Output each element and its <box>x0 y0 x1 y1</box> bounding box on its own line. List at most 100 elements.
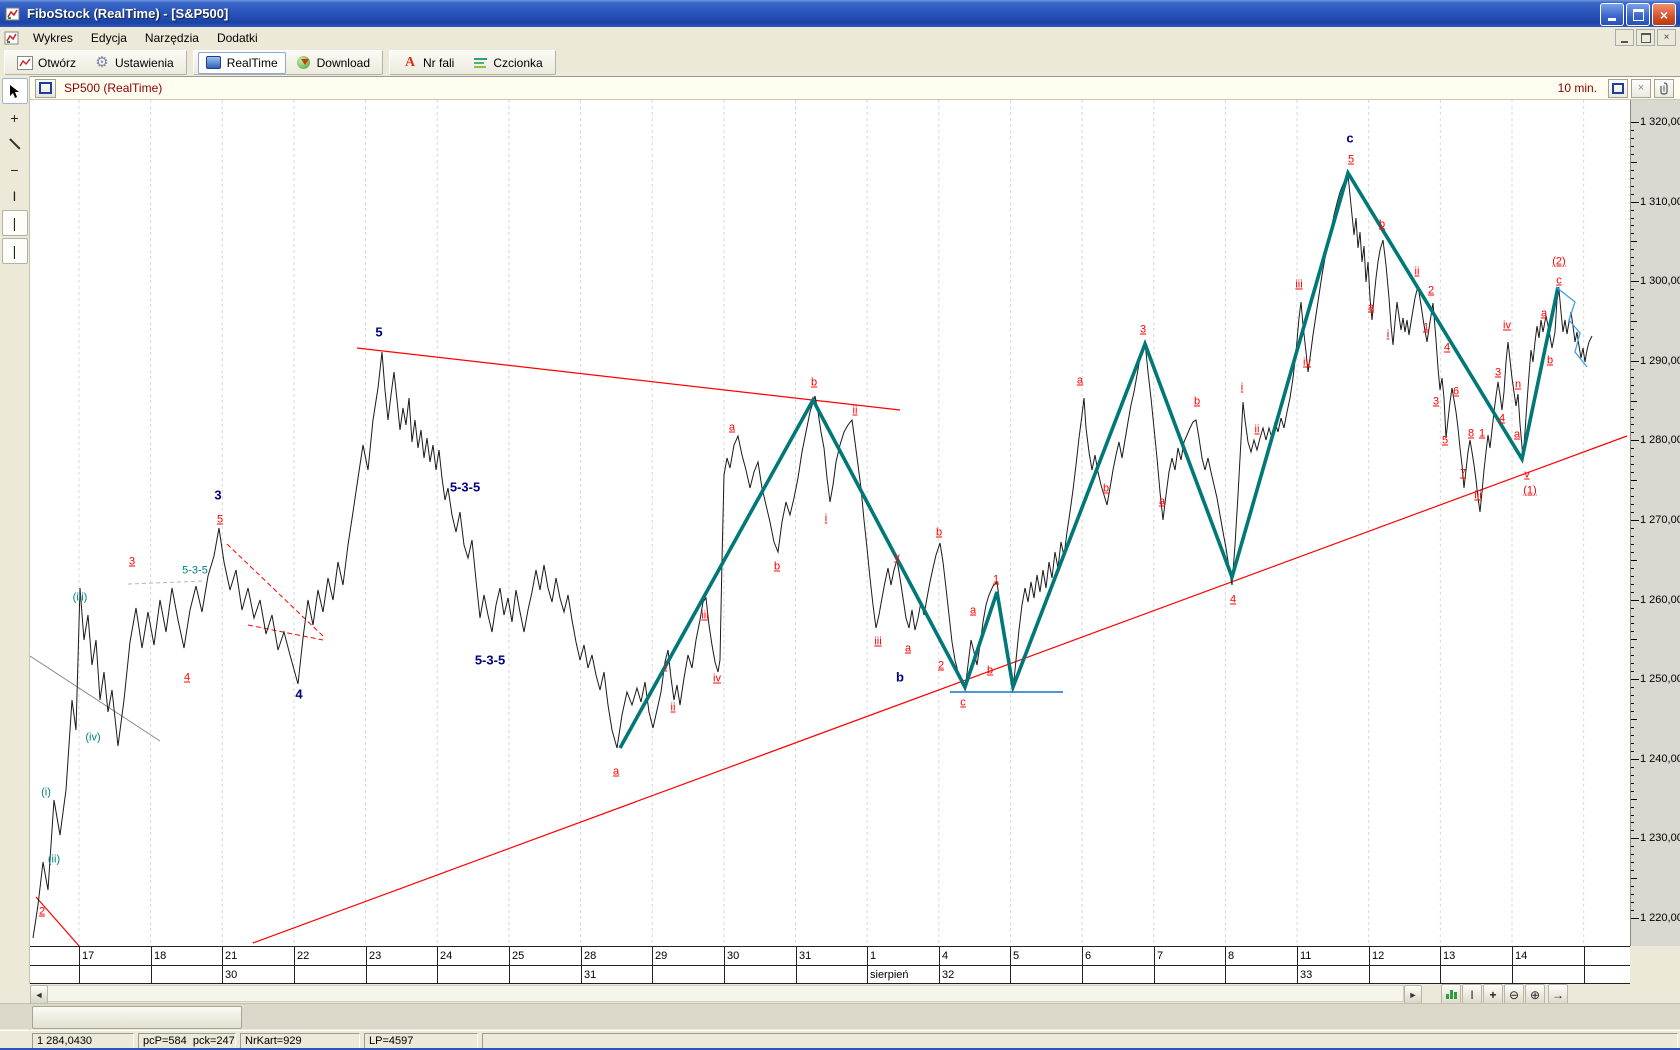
menu-edycja[interactable]: Edycja <box>90 31 127 45</box>
date-cell-border <box>581 947 582 985</box>
font-button[interactable]: Czcionka <box>464 52 550 74</box>
realtime-monitor-icon <box>206 55 222 71</box>
price-tick <box>1631 791 1634 792</box>
chart-style-button[interactable] <box>1441 984 1461 1005</box>
wave-label: 1 <box>1422 321 1430 334</box>
price-tick <box>1631 273 1634 274</box>
settings-button[interactable]: ⚙ Ustawienia <box>86 52 182 74</box>
restore-button[interactable] <box>1626 3 1650 26</box>
wave-label: b <box>810 376 818 389</box>
realtime-button[interactable]: RealTime <box>197 51 286 74</box>
date-cell-border <box>1225 947 1226 985</box>
zoom-in-button[interactable]: ⊕ <box>1525 984 1545 1005</box>
axis-corner <box>1630 946 1680 984</box>
status-bar: 1 284,0430 pcP=584 pck=247 NrKart=929 LP… <box>0 1030 1680 1050</box>
trendline-tool-button[interactable] <box>3 132 27 156</box>
mdi-minimize-button[interactable] <box>1615 29 1634 46</box>
horizontal-scrollbar[interactable] <box>0 1003 1680 1029</box>
date-label: 13 <box>1443 950 1456 962</box>
price-tick <box>1631 775 1634 776</box>
mdi-restore-button[interactable] <box>1636 29 1655 46</box>
close-button[interactable]: × <box>1652 3 1676 26</box>
scroll-right-button[interactable]: ► <box>1404 985 1422 1004</box>
download-button[interactable]: Download <box>288 52 378 74</box>
date-label: 31 <box>799 950 812 962</box>
chart-system-button[interactable] <box>35 78 56 98</box>
price-tick <box>1631 210 1634 211</box>
wave-label: a <box>1540 307 1548 320</box>
price-tick <box>1631 520 1639 521</box>
price-tick <box>1631 162 1637 163</box>
price-tick <box>1631 695 1634 696</box>
wave-label: 5 <box>1347 153 1355 166</box>
open-label: Otwórz <box>38 55 77 70</box>
wave-label: 8 <box>1467 427 1475 440</box>
hline-tool-button[interactable]: − <box>10 162 19 178</box>
price-tick <box>1631 544 1634 545</box>
date-cell-border <box>294 947 295 985</box>
price-tick <box>1631 480 1637 481</box>
price-tick <box>1631 822 1634 823</box>
menu-dodatki[interactable]: Dodatki <box>216 31 258 45</box>
wave-label: b <box>935 526 943 539</box>
chart-plot-area[interactable]: 2 3 5 4 a i ii iii iv a b b i ii v iii a b 2 c a 1 b a b 3 a b 4 i ii i… <box>30 100 1630 946</box>
go-to-end-button[interactable]: → <box>1548 984 1568 1005</box>
date-cell-border <box>1584 947 1585 985</box>
wave-label: 1 <box>1478 427 1486 440</box>
pointer-tool-button[interactable] <box>1 78 28 104</box>
zoom-out-button[interactable]: ⊖ <box>1504 984 1524 1005</box>
menu-narzedzia[interactable]: Narzędzia <box>144 31 199 45</box>
navigation-track[interactable] <box>46 985 1404 1002</box>
chart-close-button[interactable]: × <box>1631 78 1651 98</box>
minimize-button[interactable] <box>1600 3 1624 26</box>
crosshair-tool-button[interactable]: + <box>10 110 19 126</box>
wave-label: a <box>1367 301 1375 314</box>
scrollbar-thumb[interactable] <box>32 1006 242 1029</box>
price-tick <box>1631 233 1634 234</box>
price-tick <box>1631 735 1634 736</box>
status-nrkart: NrKart=929 <box>240 1032 360 1049</box>
price-tick <box>1631 711 1634 712</box>
vline-tool-button[interactable]: I <box>12 188 17 204</box>
date-cell-border <box>939 947 940 985</box>
mdi-close-button[interactable]: × <box>1657 29 1676 46</box>
cursor-mode-button[interactable]: I <box>1462 984 1482 1005</box>
date-cell-border <box>222 947 223 985</box>
price-tick <box>1631 321 1637 322</box>
scroll-left-button[interactable]: ◄ <box>30 985 48 1004</box>
chart-close-icon: × <box>1637 82 1645 94</box>
date-cell-border <box>1440 947 1441 985</box>
wave-label: b <box>773 560 781 573</box>
crosshair-button[interactable]: + <box>1483 984 1503 1005</box>
wave-label: i <box>824 512 828 525</box>
price-tick <box>1631 281 1639 282</box>
wave-number-button[interactable]: A Nr fali <box>394 52 462 74</box>
i-bar-icon: I <box>1470 987 1474 1002</box>
price-tick <box>1631 886 1634 887</box>
wave-letter-icon: A <box>404 54 416 70</box>
toolbar: Otwórz ⚙ Ustawienia RealTime Download A … <box>0 49 1680 76</box>
week-label: 30 <box>225 969 238 981</box>
font-label: Czcionka <box>493 55 543 70</box>
date-cell-border <box>1297 947 1298 985</box>
price-line <box>32 173 1593 939</box>
date-cell-border <box>151 947 152 985</box>
wave-label: b <box>986 664 994 677</box>
vline3-tool-button[interactable]: | <box>1 238 28 264</box>
menu-wykres[interactable]: Wykres <box>33 31 73 45</box>
chart-pin-button[interactable] <box>1654 78 1674 98</box>
chart-restore-button[interactable] <box>1608 78 1628 98</box>
vline2-tool-button[interactable]: | <box>1 210 28 236</box>
red-dashed-line <box>226 543 324 637</box>
wave-label: c <box>1346 130 1354 146</box>
price-tick <box>1631 194 1634 195</box>
wave-label: 5 <box>216 513 224 526</box>
interval-label: 10 min. <box>1557 81 1597 95</box>
price-tick <box>1631 616 1634 617</box>
price-tick <box>1631 600 1639 601</box>
open-button[interactable]: Otwórz <box>9 52 84 74</box>
price-tick <box>1631 902 1634 903</box>
price-tick <box>1631 496 1634 497</box>
price-tick <box>1631 727 1634 728</box>
